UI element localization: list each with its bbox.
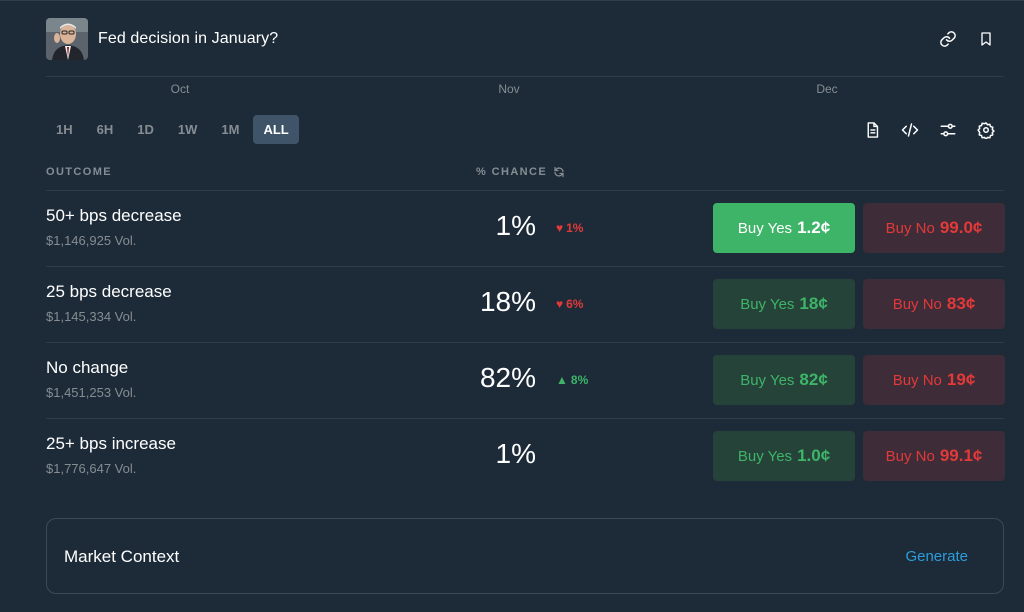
person-portrait-icon bbox=[46, 18, 88, 60]
outcome-column-header: OUTCOME bbox=[46, 166, 113, 178]
outcome-volume: $1,145,334 Vol. bbox=[46, 309, 137, 324]
market-avatar bbox=[46, 18, 88, 60]
code-icon[interactable] bbox=[900, 120, 920, 140]
chart-month-axis: Oct Nov Dec bbox=[0, 82, 1024, 96]
outcome-chance: 82% bbox=[479, 362, 536, 393]
outcome-name: 25+ bps increase bbox=[46, 434, 176, 453]
timeframe-6h[interactable]: 6H bbox=[96, 122, 114, 137]
outcome-volume: $1,451,253 Vol. bbox=[46, 385, 137, 400]
chance-delta: ♥ 6% bbox=[556, 297, 584, 311]
outcome-row[interactable]: 25 bps decrease $1,145,334 Vol. 18% ♥ 6%… bbox=[46, 266, 1005, 342]
timeframe-1d[interactable]: 1D bbox=[137, 122, 154, 137]
link-icon[interactable] bbox=[938, 29, 958, 49]
heart-down-icon: ♥ bbox=[556, 221, 564, 235]
buy-no-button[interactable]: Buy No 99.0¢ bbox=[863, 203, 1005, 253]
timeframe-1h[interactable]: 1H bbox=[56, 122, 73, 137]
market-title: Fed decision in January? bbox=[98, 30, 279, 47]
market-context-card: Market Context Generate bbox=[46, 518, 1004, 594]
month-label-nov: Nov bbox=[498, 82, 520, 96]
market-context-title: Market Context bbox=[64, 547, 180, 566]
outcome-name: 50+ bps decrease bbox=[46, 206, 182, 225]
timeframe-1w[interactable]: 1W bbox=[177, 122, 198, 137]
outcome-chance: 1% bbox=[495, 210, 536, 241]
buy-no-button[interactable]: Buy No 19¢ bbox=[863, 355, 1005, 405]
buy-no-button[interactable]: Buy No 83¢ bbox=[863, 279, 1005, 329]
chart-tools bbox=[862, 120, 996, 140]
month-label-dec: Dec bbox=[816, 82, 838, 96]
buy-yes-button[interactable]: Buy Yes 1.2¢ bbox=[713, 203, 855, 253]
timeframe-all[interactable]: ALL bbox=[253, 115, 299, 144]
month-label-oct: Oct bbox=[170, 82, 190, 96]
chance-delta: ♥ 1% bbox=[556, 221, 584, 235]
generate-button[interactable]: Generate bbox=[905, 548, 968, 565]
market-header: Fed decision in January? bbox=[46, 17, 1004, 61]
outcome-volume: $1,146,925 Vol. bbox=[46, 233, 137, 248]
sliders-icon[interactable] bbox=[938, 120, 958, 140]
outcome-row[interactable]: No change $1,451,253 Vol. 82% ▲ 8% Buy Y… bbox=[46, 342, 1005, 418]
gear-icon[interactable] bbox=[976, 120, 996, 140]
refresh-icon[interactable] bbox=[553, 166, 565, 178]
outcome-volume: $1,776,647 Vol. bbox=[46, 461, 137, 476]
top-border bbox=[0, 0, 1024, 1]
outcome-name: No change bbox=[46, 358, 129, 377]
bookmark-icon[interactable] bbox=[976, 29, 996, 49]
timeframe-selector: 1H 6H 1D 1W 1M ALL bbox=[46, 115, 299, 144]
outcome-row[interactable]: 25+ bps increase $1,776,647 Vol. 1% Buy … bbox=[46, 418, 1005, 494]
timeframe-1m[interactable]: 1M bbox=[221, 122, 240, 137]
heart-down-icon: ♥ bbox=[556, 297, 564, 311]
document-icon[interactable] bbox=[862, 120, 882, 140]
outcome-row[interactable]: 50+ bps decrease $1,146,925 Vol. 1% ♥ 1%… bbox=[46, 190, 1005, 266]
buy-yes-button[interactable]: Buy Yes 1.0¢ bbox=[713, 431, 855, 481]
chance-column-header: % CHANCE bbox=[476, 166, 565, 178]
buy-yes-button[interactable]: Buy Yes 18¢ bbox=[713, 279, 855, 329]
outcome-chance: 1% bbox=[495, 438, 536, 469]
outcome-name: 25 bps decrease bbox=[46, 282, 172, 301]
header-divider bbox=[46, 76, 1004, 77]
buy-no-button[interactable]: Buy No 99.1¢ bbox=[863, 431, 1005, 481]
buy-yes-button[interactable]: Buy Yes 82¢ bbox=[713, 355, 855, 405]
triangle-up-icon: ▲ bbox=[556, 373, 568, 387]
chance-delta: ▲ 8% bbox=[556, 373, 589, 387]
outcome-chance: 18% bbox=[479, 286, 536, 317]
